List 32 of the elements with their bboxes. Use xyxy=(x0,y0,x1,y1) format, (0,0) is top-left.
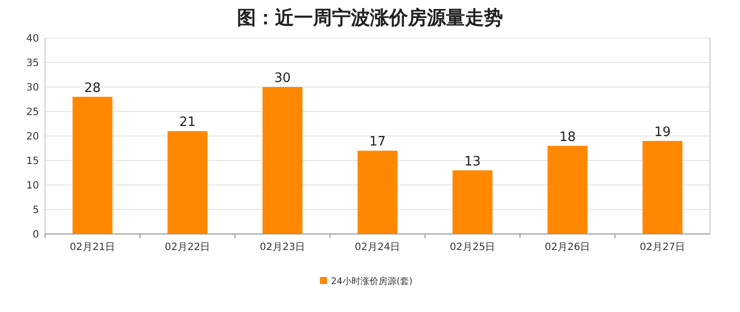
x-tick-label: 02月22日 xyxy=(164,242,210,253)
x-tick-label: 02月23日 xyxy=(260,242,306,253)
y-tick-label: 0 xyxy=(32,230,39,240)
y-tick-label: 25 xyxy=(26,107,39,118)
data-label: 19 xyxy=(654,124,671,140)
data-label: 18 xyxy=(559,130,576,145)
x-tick-label: 02月21日 xyxy=(70,242,116,253)
data-label: 13 xyxy=(464,154,481,170)
chart-title: 图：近一周宁波涨价房源量走势 xyxy=(237,7,503,29)
y-tick-label: 35 xyxy=(26,58,39,69)
y-tick-label: 10 xyxy=(26,180,39,192)
bar xyxy=(548,146,588,234)
bar xyxy=(452,170,492,234)
y-tick-label: 30 xyxy=(26,82,39,94)
data-label: 21 xyxy=(179,115,196,130)
data-label: 17 xyxy=(369,134,386,150)
y-tick-label: 20 xyxy=(26,132,39,142)
legend-label: 24小时涨价房源(套) xyxy=(331,276,412,287)
bar xyxy=(168,131,208,234)
data-label: 30 xyxy=(274,71,291,86)
bar xyxy=(72,96,112,234)
x-tick-label: 02月26日 xyxy=(544,242,590,253)
x-tick-label: 02月25日 xyxy=(450,242,496,253)
x-tick-label: 02月24日 xyxy=(354,242,400,253)
bar xyxy=(262,87,302,234)
bar xyxy=(642,140,682,234)
y-tick-label: 15 xyxy=(26,156,39,167)
x-tick-label: 02月27日 xyxy=(640,242,686,253)
data-label: 28 xyxy=(84,80,101,96)
y-tick-label: 5 xyxy=(32,205,39,216)
bar xyxy=(358,150,398,234)
y-tick-label: 40 xyxy=(26,34,39,44)
